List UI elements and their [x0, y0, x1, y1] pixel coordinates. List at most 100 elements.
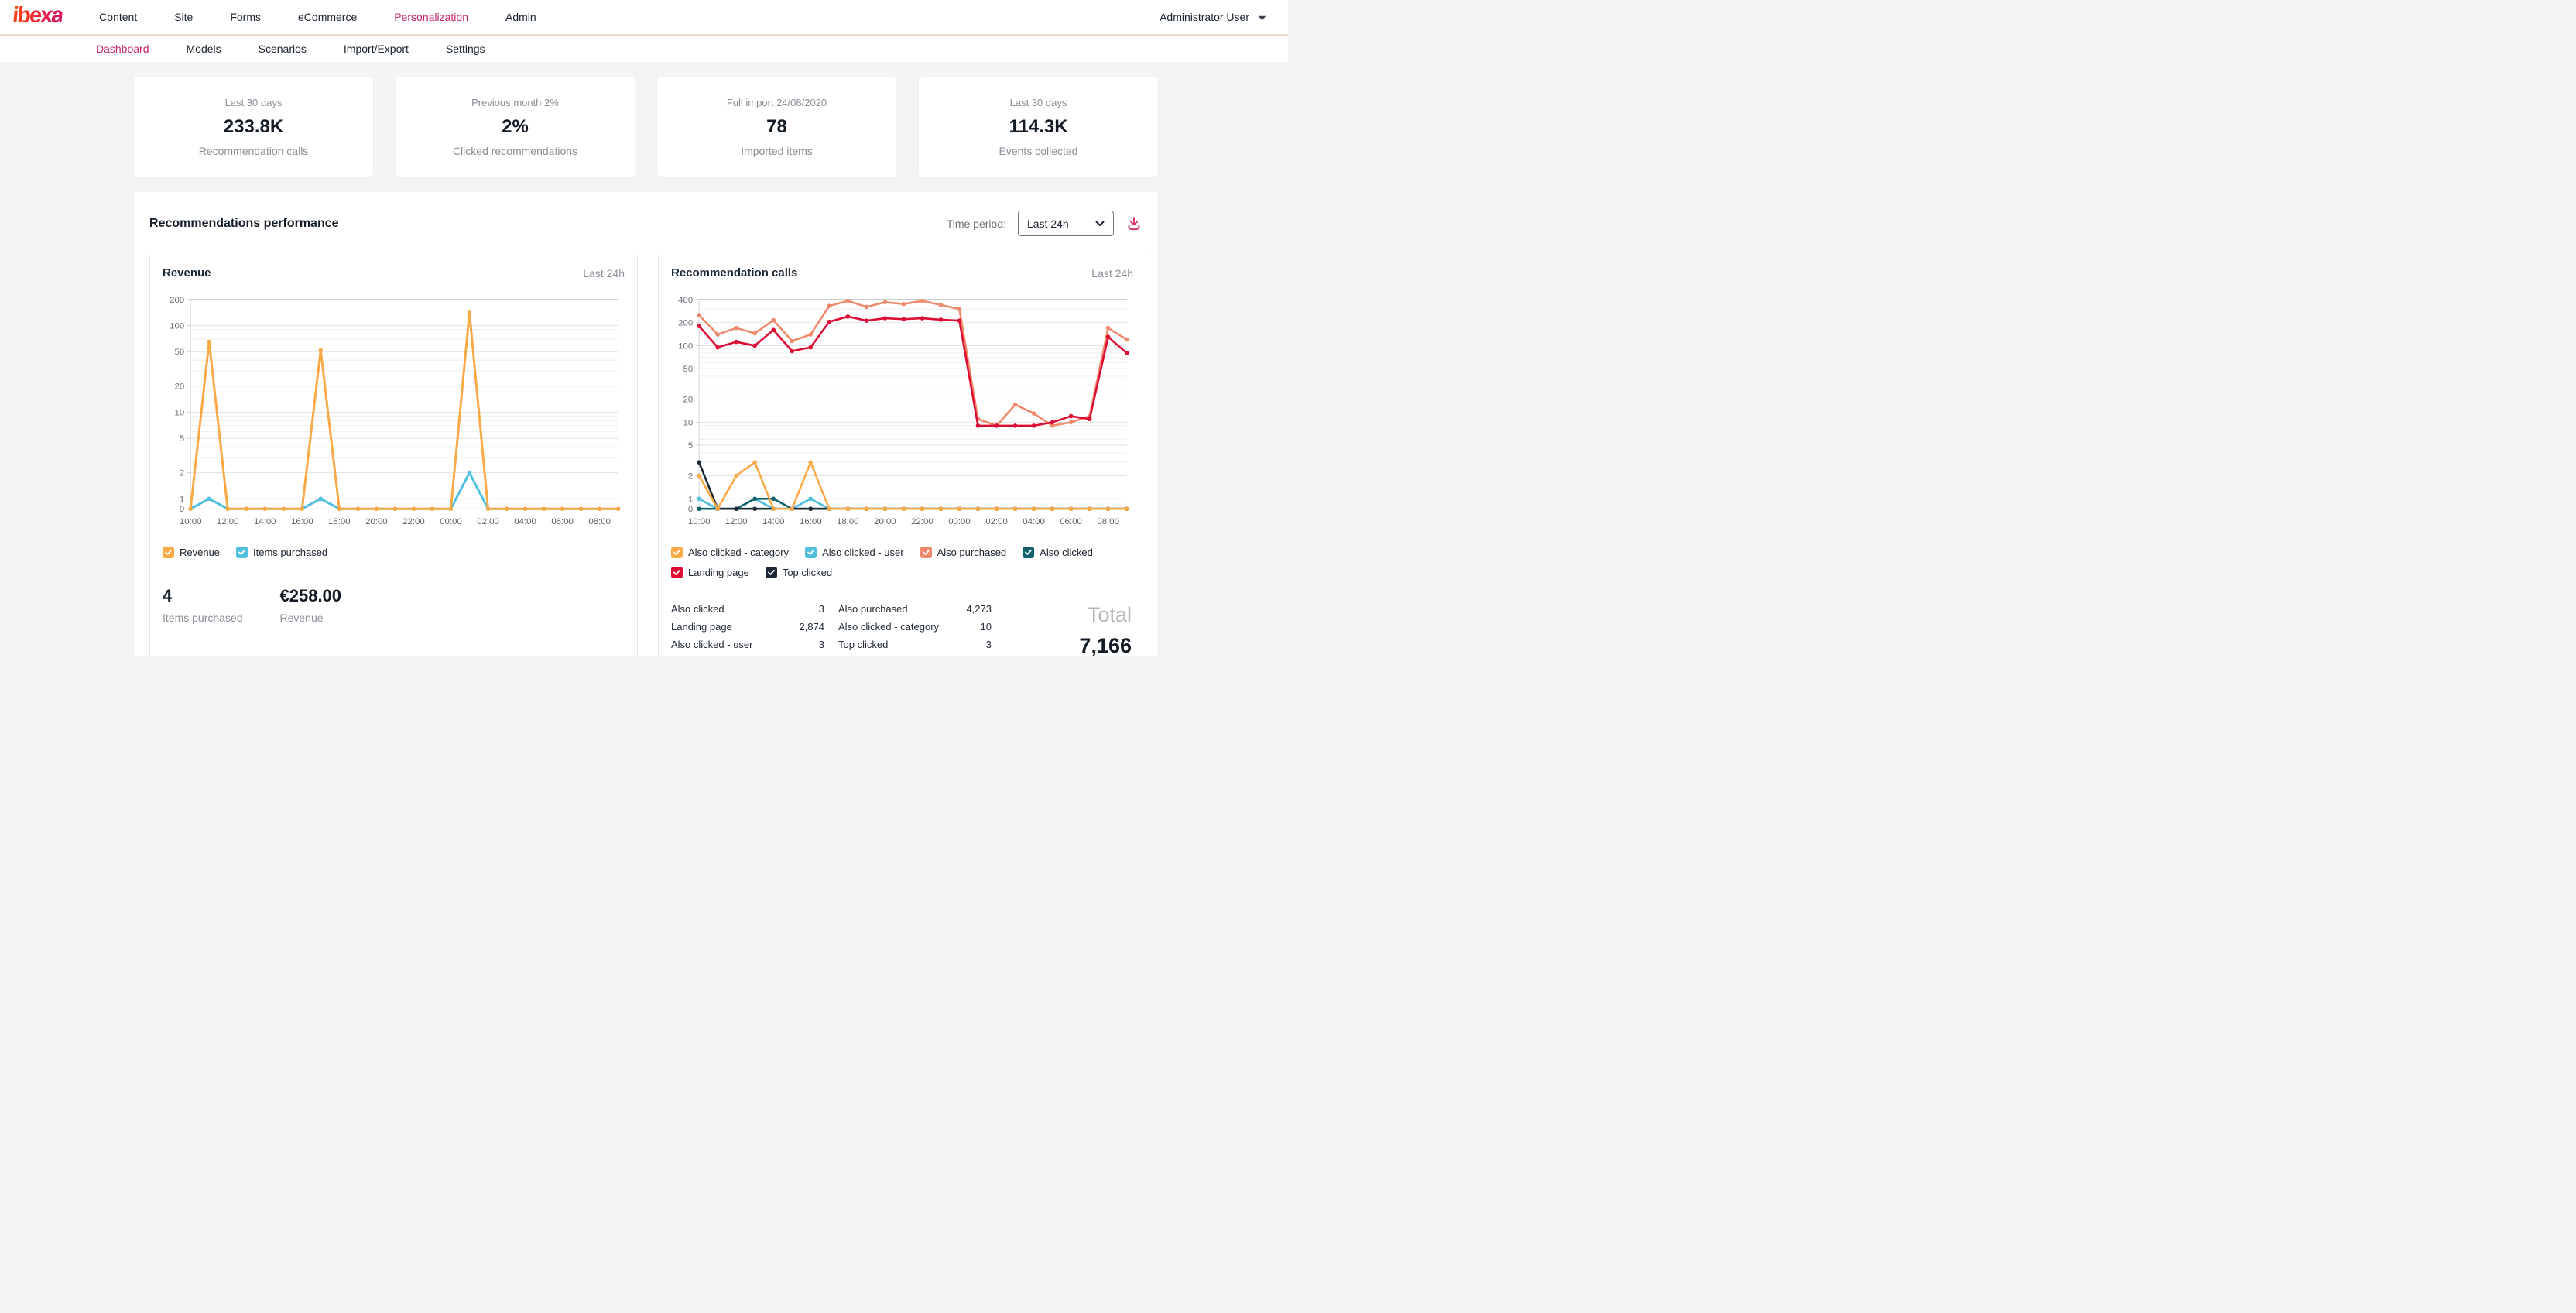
calls-total: Total 7,166 [1079, 603, 1133, 656]
svg-text:20: 20 [683, 396, 694, 405]
stat-card-row: Last 30 days 233.8K Recommendation calls Pr… [134, 77, 1158, 177]
personalization-dashboard: ibexa Content Site Forms eCommerce Personali… [0, 0, 1288, 656]
items-purchased-label: Items purchased [163, 612, 243, 624]
metric-label: Also clicked - user [671, 639, 753, 650]
sub-nav-item-settings[interactable]: Settings [445, 43, 485, 55]
svg-text:08:00: 08:00 [588, 517, 611, 526]
svg-text:18:00: 18:00 [328, 517, 351, 526]
download-icon[interactable] [1125, 215, 1142, 232]
legend-label: Top clicked [782, 567, 833, 578]
legend-label: Also clicked - user [822, 547, 904, 558]
revenue-chart: 200 100 50 20 10 5 2 10 10:00 12:00 14:00 16:00 18:0… [170, 296, 621, 526]
items-purchased-summary: 4 Items purchased [163, 586, 243, 624]
stat-value: 2% [502, 116, 529, 137]
svg-text:22:00: 22:00 [911, 517, 933, 526]
revenue-chart-card: Revenue Last 24h 200 100 50 20 10 5 2 1 0 10:00 12… [149, 255, 638, 656]
svg-text:20:00: 20:00 [365, 517, 388, 526]
stat-card-imported-items: Full import 24/08/2020 78 Imported items [657, 77, 896, 177]
revenue-chart-period: Last 24h [583, 266, 625, 279]
recommendation-calls-chart-card: Recommendation calls Last 24h 400 200 100 5… [658, 255, 1146, 656]
svg-text:5: 5 [180, 434, 184, 444]
sub-nav-item-scenarios[interactable]: Scenarios [258, 43, 307, 55]
svg-text:22:00: 22:00 [402, 517, 425, 526]
nav-item-site[interactable]: Site [174, 11, 194, 23]
calls-chart-header: Recommendation calls Last 24h [671, 266, 1133, 279]
legend-item-also-clicked-user[interactable]: Also clicked - user [805, 547, 904, 558]
stat-card-clicked-recommendations: Previous month 2% 2% Clicked recommendatio… [396, 77, 635, 177]
metric-value: 3 [818, 603, 824, 615]
legend-label: Revenue [180, 547, 221, 558]
nav-item-content[interactable]: Content [99, 11, 138, 23]
calls-summary-row-also-clicked-user: Also clicked - user 3 [671, 639, 824, 650]
calls-chart-period: Last 24h [1091, 266, 1133, 279]
stat-card-recommendation-calls: Last 30 days 233.8K Recommendation calls [134, 77, 373, 177]
calls-summary-column-2: Also purchased 4,273 Also clicked - catego… [838, 603, 992, 656]
stat-label: Events collected [999, 145, 1078, 157]
metric-value: 3 [818, 639, 824, 650]
checkbox-checked-icon [805, 547, 817, 558]
panel-header: Recommendations performance Time period:… [149, 211, 1142, 236]
stat-value: 233.8K [223, 116, 284, 137]
legend-item-landing-page[interactable]: Landing page [671, 567, 749, 578]
time-period-value: Last 24h [1027, 217, 1069, 230]
charts-row: Revenue Last 24h 200 100 50 20 10 5 2 1 0 10:00 12… [149, 255, 1146, 656]
legend-label: Also clicked [1040, 547, 1093, 558]
user-menu[interactable]: Administrator User [1160, 11, 1266, 23]
svg-text:06:00: 06:00 [551, 517, 574, 526]
revenue-total-label: Revenue [279, 612, 324, 624]
svg-text:1: 1 [688, 495, 693, 504]
panel-controls: Time period: Last 24h [947, 211, 1142, 236]
metric-label: Also clicked [671, 603, 724, 615]
svg-text:100: 100 [678, 341, 693, 351]
legend-item-also-clicked-category[interactable]: Also clicked - category [671, 547, 789, 558]
legend-label: Items purchased [253, 547, 328, 558]
stat-caption: Previous month 2% [471, 97, 559, 108]
stat-value: 78 [766, 116, 787, 137]
sub-nav-item-models[interactable]: Models [186, 43, 221, 55]
legend-item-items-purchased[interactable]: Items purchased [236, 547, 327, 558]
sub-nav-item-import-export[interactable]: Import/Export [343, 43, 409, 55]
nav-item-forms[interactable]: Forms [230, 11, 262, 23]
nav-item-personalization[interactable]: Personalization [394, 11, 468, 23]
svg-text:50: 50 [683, 365, 694, 374]
svg-text:50: 50 [175, 348, 185, 357]
time-period-select[interactable]: Last 24h [1018, 211, 1114, 236]
time-period-label: Time period: [946, 217, 1006, 230]
sub-nav-item-dashboard[interactable]: Dashboard [96, 43, 149, 55]
nav-item-admin[interactable]: Admin [505, 11, 536, 23]
checkbox-checked-icon [765, 567, 777, 578]
calls-summary-row-also-clicked-category: Also clicked - category 10 [838, 621, 992, 633]
svg-text:06:00: 06:00 [1060, 517, 1082, 526]
calls-summary-column-1: Also clicked 3 Landing page 2,874 Also click… [671, 603, 824, 656]
nav-item-ecommerce[interactable]: eCommerce [298, 11, 358, 23]
calls-summary-row-landing-page: Landing page 2,874 [671, 621, 824, 633]
svg-text:1: 1 [180, 495, 184, 504]
chevron-down-icon [1095, 221, 1105, 227]
calls-summary-row-top-clicked: Top clicked 3 [838, 639, 992, 650]
stat-label: Clicked recommendations [452, 145, 578, 157]
panel-title: Recommendations performance [149, 216, 339, 230]
ibexa-logo[interactable]: ibexa [12, 3, 63, 30]
legend-item-revenue[interactable]: Revenue [163, 547, 220, 558]
legend-label: Also clicked - category [688, 547, 790, 558]
recommendations-performance-panel: Recommendations performance Time period:… [134, 192, 1158, 656]
svg-text:14:00: 14:00 [762, 517, 785, 526]
svg-text:08:00: 08:00 [1097, 517, 1119, 526]
svg-text:04:00: 04:00 [1023, 517, 1045, 526]
legend-item-also-purchased[interactable]: Also purchased [920, 547, 1007, 558]
svg-text:5: 5 [688, 441, 693, 451]
calls-summary: Also clicked 3 Landing page 2,874 Also click… [671, 603, 1133, 656]
legend-item-top-clicked[interactable]: Top clicked [765, 567, 833, 578]
svg-text:14:00: 14:00 [254, 517, 276, 526]
svg-text:200: 200 [170, 296, 184, 305]
stat-label: Imported items [741, 145, 813, 157]
stat-card-events-collected: Last 30 days 114.3K Events collected [919, 77, 1158, 177]
stat-caption: Last 30 days [1009, 97, 1067, 108]
svg-text:0: 0 [688, 505, 693, 514]
svg-text:200: 200 [678, 319, 693, 328]
legend-label: Also purchased [937, 547, 1007, 558]
metric-value: 2,874 [799, 621, 824, 633]
legend-item-also-clicked[interactable]: Also clicked [1023, 547, 1093, 558]
metric-value: 10 [980, 621, 992, 633]
calls-summary-row-also-purchased: Also purchased 4,273 [838, 603, 992, 615]
